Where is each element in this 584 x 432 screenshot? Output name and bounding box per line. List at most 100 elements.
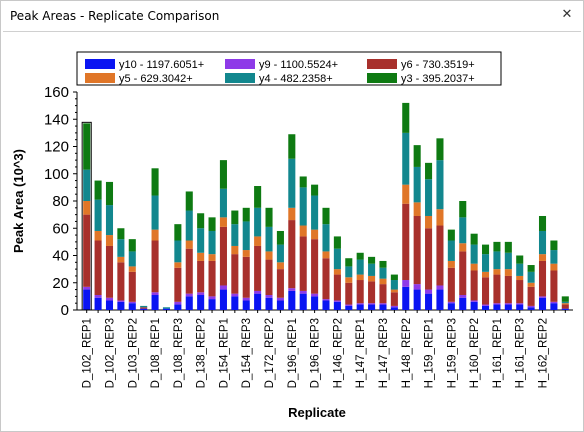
- bar-segment-y6[interactable]: [185, 248, 193, 294]
- bar-segment-y6[interactable]: [482, 277, 490, 305]
- bar-segment-y10[interactable]: [265, 297, 273, 310]
- title-bar[interactable]: Peak Areas - Replicate Comparison ✕: [1, 1, 583, 31]
- bar-segment-y6[interactable]: [345, 282, 353, 305]
- bar-segment-y10[interactable]: [368, 304, 376, 310]
- bar-segment-y9[interactable]: [265, 295, 273, 298]
- bar-segment-y9[interactable]: [174, 301, 182, 305]
- bar-segment-y6[interactable]: [288, 220, 296, 289]
- bar-segment-y5[interactable]: [128, 266, 136, 272]
- bar-segment-y4[interactable]: [265, 226, 273, 252]
- bar-segment-y3[interactable]: [299, 176, 307, 188]
- bar-segment-y6[interactable]: [322, 258, 330, 300]
- bar-segment-y4[interactable]: [379, 267, 387, 279]
- bar-segment-y4[interactable]: [197, 228, 205, 253]
- bar-segment-y6[interactable]: [470, 270, 478, 301]
- bar-segment-y6[interactable]: [219, 226, 227, 286]
- bar-segment-y9[interactable]: [504, 303, 512, 305]
- bar-segment-y6[interactable]: [447, 267, 455, 302]
- bar-segment-y3[interactable]: [459, 201, 467, 218]
- bar-segment-y4[interactable]: [493, 251, 501, 270]
- bar-segment-y5[interactable]: [83, 201, 91, 215]
- bar-segment-y9[interactable]: [379, 303, 387, 305]
- bar-segment-y6[interactable]: [379, 284, 387, 304]
- bar-segment-y5[interactable]: [231, 245, 239, 255]
- bar-segment-y4[interactable]: [242, 221, 250, 251]
- bar-segment-y5[interactable]: [219, 217, 227, 227]
- bar-segment-y5[interactable]: [151, 229, 159, 241]
- bar-segment-y5[interactable]: [356, 274, 364, 281]
- bar-segment-y10[interactable]: [516, 304, 524, 310]
- bar-segment-y3[interactable]: [493, 241, 501, 252]
- bar-segment-y5[interactable]: [504, 269, 512, 276]
- bar-segment-y4[interactable]: [174, 240, 182, 263]
- bar-segment-y3[interactable]: [322, 207, 330, 225]
- bar-segment-y3[interactable]: [345, 258, 353, 267]
- bar-segment-y10[interactable]: [231, 296, 239, 310]
- bar-segment-y5[interactable]: [254, 236, 262, 246]
- bar-segment-y10[interactable]: [174, 304, 182, 310]
- bar-segment-y6[interactable]: [356, 280, 364, 304]
- bar-segment-y4[interactable]: [94, 199, 102, 231]
- bar-segment-y4[interactable]: [276, 244, 284, 263]
- bar-segment-y3[interactable]: [402, 102, 410, 133]
- bar-segment-y5[interactable]: [117, 256, 125, 263]
- bar-segment-y4[interactable]: [83, 169, 91, 201]
- bar-segment-y3[interactable]: [527, 265, 535, 272]
- bar-segment-y4[interactable]: [311, 195, 319, 230]
- bar-segment-y5[interactable]: [527, 282, 535, 287]
- bar-segment-y6[interactable]: [550, 270, 558, 302]
- bar-segment-y6[interactable]: [105, 245, 114, 298]
- bar-segment-y5[interactable]: [368, 275, 376, 282]
- bar-segment-y10[interactable]: [436, 289, 444, 310]
- bar-segment-y10[interactable]: [94, 297, 102, 310]
- bar-segment-y4[interactable]: [504, 252, 512, 270]
- bar-segment-y4[interactable]: [561, 301, 569, 304]
- bar-segment-y4[interactable]: [219, 188, 227, 218]
- bar-segment-y3[interactable]: [208, 217, 216, 231]
- bar-segment-y4[interactable]: [436, 160, 444, 210]
- bar-segment-y6[interactable]: [140, 307, 148, 309]
- bar-segment-y3[interactable]: [219, 160, 227, 189]
- bar-segment-y3[interactable]: [447, 229, 455, 241]
- bar-segment-y10[interactable]: [185, 296, 193, 310]
- bar-segment-y9[interactable]: [356, 303, 364, 305]
- bar-segment-y5[interactable]: [288, 207, 296, 221]
- bar-segment-y6[interactable]: [538, 260, 547, 297]
- bar-segment-y9[interactable]: [516, 303, 524, 305]
- bar-segment-y5[interactable]: [345, 277, 353, 283]
- bar-segment-y3[interactable]: [288, 134, 296, 159]
- bar-segment-y6[interactable]: [276, 269, 284, 298]
- bar-segment-y4[interactable]: [447, 240, 455, 261]
- bar-segment-y6[interactable]: [504, 275, 512, 304]
- bar-segment-y9[interactable]: [550, 301, 558, 304]
- bar-segment-y6[interactable]: [231, 254, 239, 294]
- bar-segment-y10[interactable]: [288, 290, 296, 310]
- bar-segment-y9[interactable]: [197, 292, 205, 296]
- bar-segment-y6[interactable]: [516, 280, 524, 304]
- bar-segment-y5[interactable]: [322, 251, 330, 259]
- bar-segment-y10[interactable]: [504, 304, 512, 310]
- bar-segment-y5[interactable]: [311, 229, 319, 240]
- bar-segment-y6[interactable]: [299, 236, 307, 291]
- bar-segment-y9[interactable]: [254, 290, 262, 294]
- bar-segment-y4[interactable]: [288, 158, 296, 208]
- bar-segment-y10[interactable]: [208, 299, 216, 310]
- bar-segment-y6[interactable]: [436, 225, 444, 286]
- chart-panel[interactable]: y10 - 1197.6051+ y9 - 1100.5524+ y6 - 730.…: [3, 31, 581, 430]
- bar-segment-y9[interactable]: [242, 297, 250, 301]
- bar-segment-y10[interactable]: [197, 295, 205, 310]
- bar-segment-y6[interactable]: [333, 274, 341, 301]
- bar-segment-y10[interactable]: [162, 308, 170, 310]
- bar-segment-y3[interactable]: [538, 215, 547, 231]
- bar-segment-y3[interactable]: [254, 186, 262, 208]
- bar-segment-y5[interactable]: [561, 303, 569, 305]
- bar-segment-y5[interactable]: [174, 262, 182, 268]
- bar-segment-y4[interactable]: [402, 132, 410, 185]
- bar-segment-y6[interactable]: [151, 240, 159, 293]
- bar-segment-y4[interactable]: [356, 259, 364, 275]
- bar-segment-y10[interactable]: [413, 289, 421, 310]
- bar-segment-y9[interactable]: [185, 293, 193, 297]
- bar-segment-y4[interactable]: [550, 250, 558, 264]
- bar-segment-y3[interactable]: [504, 241, 512, 253]
- bar-segment-y4[interactable]: [299, 187, 307, 226]
